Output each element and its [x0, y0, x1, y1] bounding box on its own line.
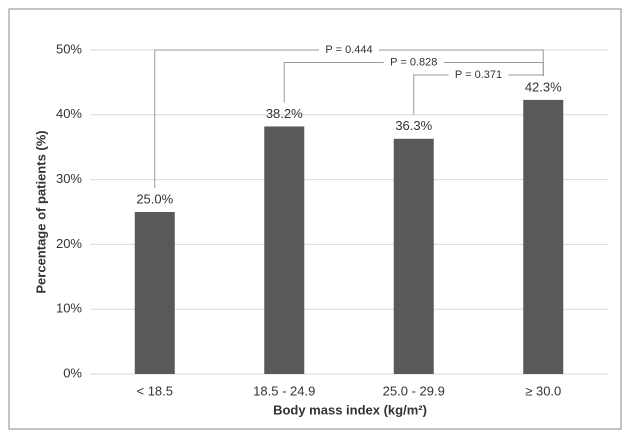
y-tick-label: 30%	[56, 171, 82, 186]
bar	[393, 138, 434, 374]
x-tick-label: 25.0 - 29.9	[383, 383, 445, 398]
bar	[523, 99, 564, 375]
data-label: 42.3%	[525, 79, 562, 94]
x-axis-title: Body mass index (kg/m²)	[273, 402, 427, 417]
y-tick-label: 10%	[56, 301, 82, 316]
x-tick-label: < 18.5	[136, 383, 173, 398]
p-value: P = 0.828	[390, 56, 437, 68]
p-value: P = 0.371	[455, 69, 502, 81]
data-label: 36.3%	[395, 118, 432, 133]
p-value: P = 0.444	[325, 44, 372, 56]
bracket-label-bg	[383, 55, 444, 70]
y-axis-title: Percentage of patients (%)	[33, 130, 48, 293]
y-tick-label: 40%	[56, 106, 82, 121]
frame	[8, 8, 622, 430]
bracket-label-bg	[319, 43, 379, 57]
y-tick-label: 20%	[56, 236, 82, 251]
data-label: 38.2%	[266, 106, 303, 121]
bracket-label-bg	[448, 68, 509, 82]
x-tick-label: ≥ 30.0	[525, 383, 561, 398]
data-label: 25.0%	[136, 191, 173, 206]
y-tick-label: 50%	[56, 41, 82, 56]
x-tick-label: 18.5 - 24.9	[253, 383, 315, 398]
y-tick-label: 0%	[63, 365, 82, 380]
bar	[134, 212, 175, 374]
bar	[264, 126, 305, 375]
